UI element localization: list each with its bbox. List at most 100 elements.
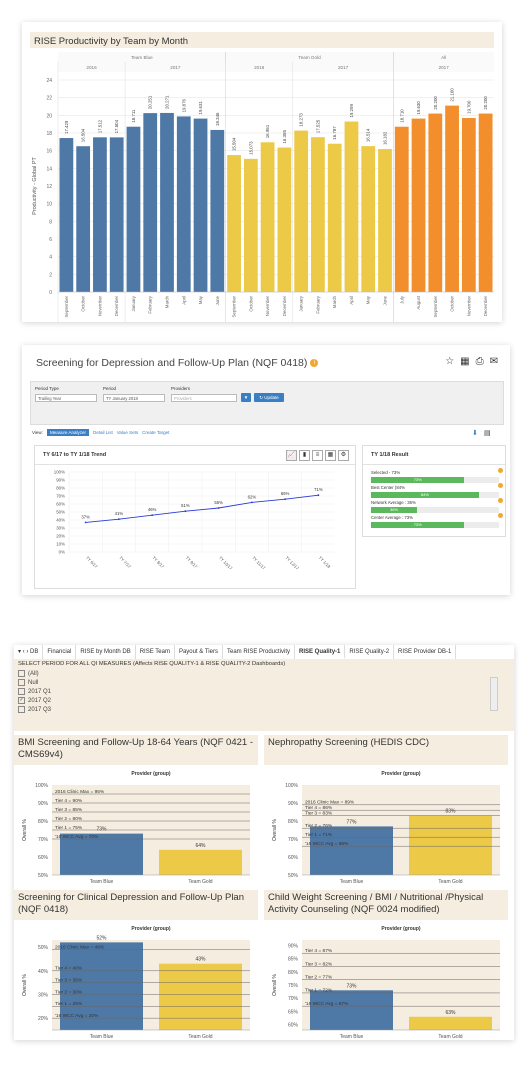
- reference-label: Tier 1 = 72%: [305, 988, 333, 994]
- reference-label: 2016 Clinic Max = 49%: [55, 944, 105, 950]
- chart-title: Screening for Clinical Depression and Fo…: [18, 892, 244, 915]
- point-label: 46%: [148, 507, 157, 512]
- info-icon[interactable]: i: [310, 359, 319, 368]
- bar-value-label: 17.512: [97, 119, 102, 133]
- line-chart-icon[interactable]: 📈: [286, 450, 297, 461]
- view-detail-list[interactable]: Detail List: [92, 430, 113, 435]
- reference-label: Tier 2 = 80%: [55, 816, 83, 822]
- star-icon[interactable]: ☆: [445, 356, 455, 367]
- y-tick-label: 22: [46, 96, 52, 102]
- view-create-target[interactable]: Create Target: [142, 430, 170, 435]
- tab-1[interactable]: Financial: [43, 645, 77, 659]
- bar-value-label: 17.504: [114, 119, 119, 133]
- print-icon[interactable]: ▤: [484, 430, 491, 437]
- dashboard-tabs: ▾ ‹ › DB Financial RISE by Month DB RISE Te…: [14, 645, 514, 660]
- checkbox[interactable]: [18, 688, 25, 695]
- info-icon[interactable]: [498, 468, 503, 473]
- view-value-sets[interactable]: Value Sets: [116, 430, 139, 435]
- tab-7[interactable]: RISE Quality-2: [345, 645, 395, 659]
- checkbox[interactable]: [18, 670, 25, 677]
- trend-point: [217, 507, 220, 509]
- tab-2[interactable]: RISE by Month DB: [76, 645, 136, 659]
- reference-label: Tier 3 = 83%: [305, 810, 333, 816]
- quality-chart: Child Weight Screening / BMI / Nutrition…: [264, 890, 508, 1040]
- y-tick-label: 0%: [59, 550, 65, 555]
- grid-icon[interactable]: ▦: [460, 356, 470, 367]
- x-tick-label: TY 11/17: [251, 555, 267, 571]
- mail-icon[interactable]: ✉: [489, 356, 498, 367]
- reference-label: Tier 4 = 87%: [305, 948, 333, 954]
- month-label: September: [433, 295, 438, 317]
- bar: [227, 155, 241, 292]
- providers-select[interactable]: Providers: [171, 394, 237, 402]
- reference-label: Tier 1 = 25%: [55, 1001, 83, 1007]
- month-label: September: [64, 295, 69, 317]
- period-label: Period: [103, 386, 117, 391]
- result-label: Network Average : 36%: [371, 498, 503, 505]
- checkbox[interactable]: [18, 706, 25, 713]
- month-label: April: [181, 296, 186, 305]
- x-category-label: Team Blue: [90, 1034, 114, 1040]
- y-tick-label: 24: [46, 78, 52, 84]
- bar-chart-icon[interactable]: ▮: [299, 450, 310, 461]
- bar: [126, 126, 141, 292]
- y-tick-label: 70%: [38, 837, 49, 843]
- tab-0[interactable]: ▾ ‹ › DB: [14, 645, 44, 659]
- y-tick-label: 8: [49, 219, 52, 225]
- result-row: Selected - 73% 73%: [371, 468, 503, 483]
- period-scrollbar[interactable]: [490, 677, 498, 711]
- reference-label: Tier 1 = 71%: [305, 832, 333, 838]
- y-tick-label: 12: [46, 184, 52, 190]
- period-option[interactable]: Null: [18, 679, 38, 686]
- gear-icon[interactable]: ⚙: [338, 450, 349, 461]
- bar-value-label: 19.631: [198, 101, 203, 115]
- checkbox[interactable]: [18, 679, 25, 686]
- quality-chart: Screening for Clinical Depression and Fo…: [14, 890, 258, 1040]
- y-tick-label: 4: [49, 255, 52, 261]
- month-label: November: [466, 295, 471, 316]
- tab-8[interactable]: RISE Provider DB-1: [394, 645, 457, 659]
- y-axis-label: Overall %: [272, 974, 278, 996]
- tab-4[interactable]: Payout & Tiers: [175, 645, 223, 659]
- y-tick-label: 20%: [38, 1016, 49, 1022]
- x-category-label: Team Gold: [188, 879, 212, 885]
- period-select[interactable]: TY January 2018: [103, 394, 165, 402]
- bar-value-label: 43%: [195, 957, 206, 963]
- download-icon[interactable]: ⬇: [472, 430, 478, 437]
- x-category-label: Team Blue: [340, 879, 364, 885]
- pdf-icon[interactable]: ⎙: [475, 356, 484, 367]
- chart-title-band: Child Weight Screening / BMI / Nutrition…: [264, 890, 508, 920]
- bar: [60, 942, 143, 1030]
- period-option[interactable]: ✓ 2017 Q2: [18, 697, 51, 704]
- reference-label: '16 WCC Avg = 70%: [55, 834, 99, 840]
- chart-title: Child Weight Screening / BMI / Nutrition…: [268, 892, 484, 915]
- info-icon[interactable]: [498, 498, 503, 503]
- bar: [445, 105, 459, 292]
- tab-3[interactable]: RISE Team: [136, 645, 175, 659]
- period-type-select[interactable]: Trailing Year: [35, 394, 97, 402]
- update-button[interactable]: ↻ Update: [254, 393, 284, 402]
- filter-icon[interactable]: ▼: [241, 393, 251, 402]
- trend-point: [284, 498, 287, 501]
- month-label: July: [399, 295, 404, 304]
- tab-6[interactable]: RISE Quality-1: [295, 645, 346, 659]
- tab-5[interactable]: Team RISE Productivity: [223, 645, 296, 659]
- info-icon[interactable]: [498, 483, 503, 488]
- bar-value-label: 18.711: [131, 109, 136, 123]
- table-icon[interactable]: ▦: [325, 450, 336, 461]
- period-option[interactable]: 2017 Q1: [18, 688, 51, 695]
- bar: [294, 130, 309, 292]
- year-header: 2016: [254, 65, 265, 70]
- checkbox[interactable]: ✓: [18, 697, 25, 704]
- quality-chart-svg: Provider (group) Overall % 50% 60% 70% 80% 90%…: [22, 771, 250, 885]
- info-icon[interactable]: [498, 513, 503, 518]
- view-measure-analyzer[interactable]: Measure Analyzer: [46, 429, 89, 436]
- y-tick-label: 75%: [288, 983, 299, 989]
- month-label: March: [165, 295, 170, 308]
- y-tick-label: 60%: [288, 1023, 299, 1029]
- list-icon[interactable]: ≡: [312, 450, 323, 461]
- year-header: 2017: [170, 65, 181, 70]
- period-option[interactable]: (All): [18, 670, 39, 677]
- period-option[interactable]: 2017 Q3: [18, 706, 51, 713]
- y-tick-label: 50%: [38, 873, 49, 879]
